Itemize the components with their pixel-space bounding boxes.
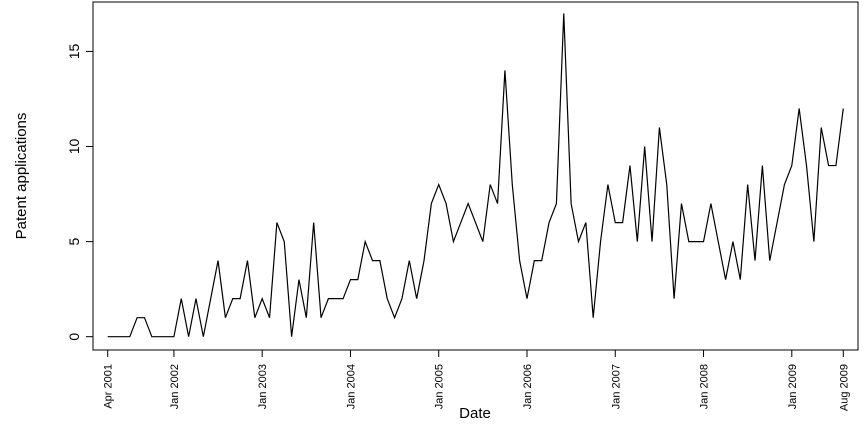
plot-frame: [92, 1, 859, 351]
x-tick-label: Jan 2008: [699, 364, 711, 409]
y-tick-label: 5: [66, 238, 82, 246]
x-tick-label: Jan 2006: [522, 364, 534, 409]
x-tick-label: Jan 2005: [434, 364, 446, 409]
y-tick-label: 0: [66, 333, 82, 341]
y-axis-label: Patent applications: [13, 113, 30, 240]
x-tick-label: Aug 2009: [838, 364, 850, 411]
y-tick-label: 10: [66, 139, 82, 155]
x-tick-label: Apr 2001: [103, 364, 115, 409]
x-tick-label: Jan 2007: [610, 364, 622, 409]
x-tick-label: Jan 2003: [257, 364, 269, 409]
x-tick-label: Jan 2009: [787, 364, 799, 409]
data-line: [107, 13, 844, 338]
x-tick-label: Jan 2002: [169, 364, 181, 409]
x-tick-label: Jan 2004: [345, 364, 357, 409]
y-tick-label: 15: [66, 43, 82, 59]
x-axis-label: Date: [459, 405, 491, 422]
